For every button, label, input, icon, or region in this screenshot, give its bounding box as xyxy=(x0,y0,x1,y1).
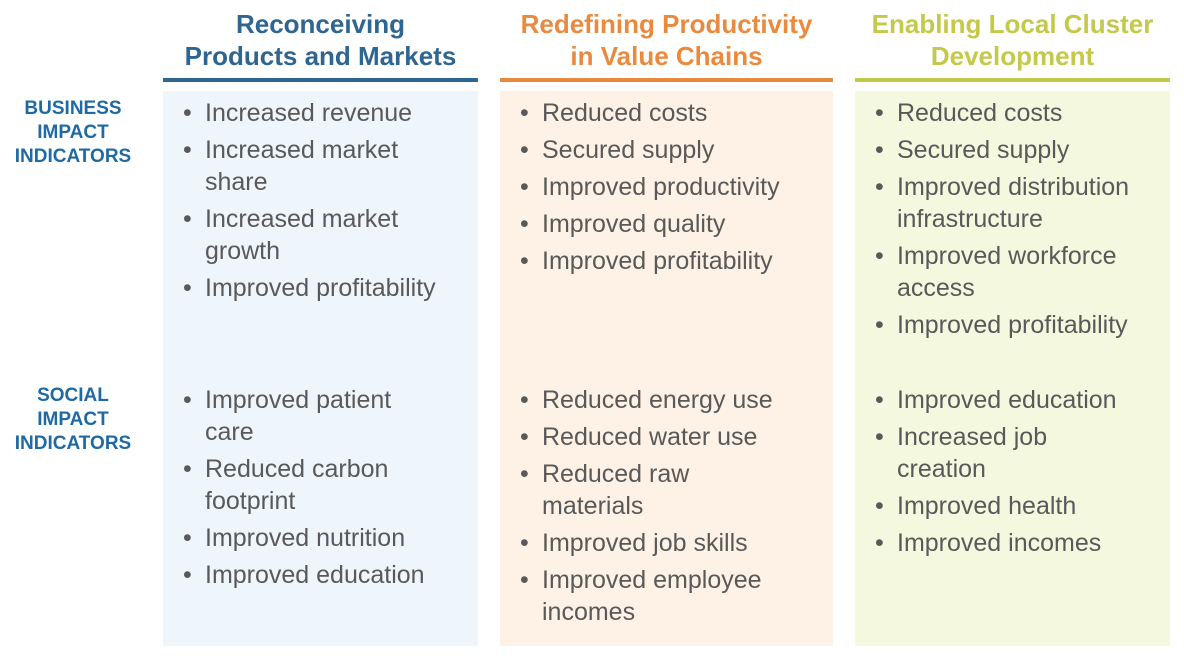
column-rule-products-markets xyxy=(163,78,478,82)
list-item: Reduced costs xyxy=(500,97,825,129)
list-item: Improved patient care xyxy=(163,384,405,448)
list-item: Improved profitability xyxy=(855,309,1165,341)
column-header-local-cluster: Enabling Local Cluster Development xyxy=(855,8,1170,74)
list-item: Reduced energy use xyxy=(500,384,825,416)
list-item: Improved education xyxy=(855,384,1165,416)
social-impact-label: SOCIAL IMPACT INDICATORS xyxy=(0,384,146,456)
business-label-line-1: BUSINESS xyxy=(24,98,122,119)
column-title-line-2: Products and Markets xyxy=(184,41,457,71)
column-rule-local-cluster xyxy=(855,78,1170,82)
list-item: Reduced water use xyxy=(500,421,825,453)
column-header-value-chains: Redefining Productivity in Value Chains xyxy=(500,8,833,74)
social-label-line-1: SOCIAL xyxy=(37,385,109,406)
list-item: Reduced raw materials xyxy=(500,458,742,522)
column-rule-value-chains xyxy=(500,78,833,82)
list-item: Improved productivity xyxy=(500,171,825,203)
social-indicators-products-markets: Improved patient care Reduced carbon foo… xyxy=(163,384,468,596)
list-item: Reduced costs xyxy=(855,97,1165,129)
list-item: Increased market share xyxy=(163,134,405,198)
column-header-products-markets: Reconceiving Products and Markets xyxy=(163,8,478,74)
list-item: Improved quality xyxy=(500,208,825,240)
column-title-line-1: Reconceiving xyxy=(235,9,406,39)
business-label-line-3: INDICATORS xyxy=(14,146,132,167)
social-indicators-value-chains: Reduced energy use Reduced water use Red… xyxy=(500,384,825,633)
business-impact-label: BUSINESS IMPACT INDICATORS xyxy=(0,97,146,169)
column-title-line-1: Enabling Local Cluster xyxy=(871,9,1154,39)
list-item: Reduced carbon footprint xyxy=(163,453,405,517)
list-item: Improved profitability xyxy=(500,245,825,277)
list-item: Improved nutrition xyxy=(163,522,468,554)
social-label-line-2: IMPACT xyxy=(37,409,109,430)
list-item: Improved incomes xyxy=(855,527,1165,559)
social-label-line-3: INDICATORS xyxy=(14,433,132,454)
list-item: Secured supply xyxy=(500,134,825,166)
list-item: Improved profitability xyxy=(163,272,468,304)
list-item: Improved education xyxy=(163,559,468,591)
list-item: Improved health xyxy=(855,490,1165,522)
business-indicators-products-markets: Increased revenue Increased market share… xyxy=(163,97,468,309)
list-item: Secured supply xyxy=(855,134,1165,166)
list-item: Improved workforce access xyxy=(855,240,1167,304)
business-label-line-2: IMPACT xyxy=(37,122,109,143)
business-indicators-local-cluster: Reduced costs Secured supply Improved di… xyxy=(855,97,1165,346)
list-item: Improved employee incomes xyxy=(500,564,812,628)
social-indicators-local-cluster: Improved education Increased job creatio… xyxy=(855,384,1165,564)
column-title-line-1: Redefining Productivity xyxy=(520,9,813,39)
list-item: Improved job skills xyxy=(500,527,825,559)
list-item: Increased market growth xyxy=(163,203,405,267)
column-title-line-2: in Value Chains xyxy=(570,41,763,71)
column-title-line-2: Development xyxy=(930,41,1095,71)
list-item: Increased job creation xyxy=(855,421,1097,485)
list-item: Increased revenue xyxy=(163,97,468,129)
list-item: Improved distribution infrastructure xyxy=(855,171,1167,235)
business-indicators-value-chains: Reduced costs Secured supply Improved pr… xyxy=(500,97,825,282)
